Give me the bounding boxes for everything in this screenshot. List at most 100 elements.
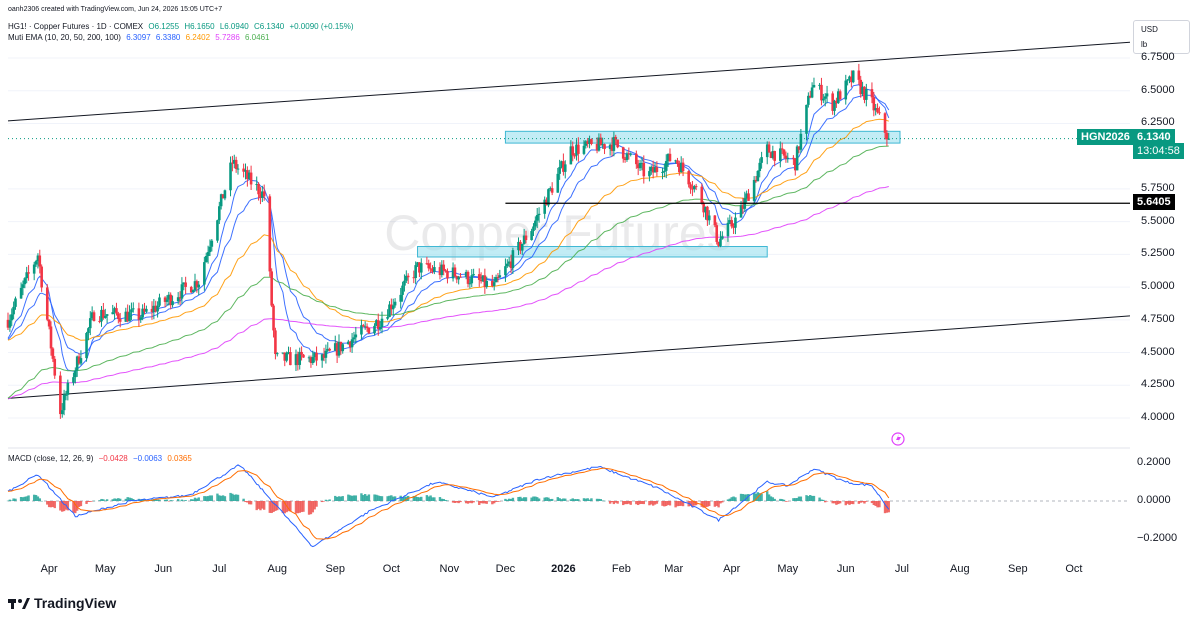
candle-body[interactable] [249, 172, 253, 185]
candle-body[interactable] [72, 377, 75, 383]
candle-body[interactable] [524, 235, 528, 241]
candle-body[interactable] [66, 382, 70, 395]
candle-body[interactable] [575, 144, 578, 156]
candle-body[interactable] [87, 328, 90, 334]
ema-200-line[interactable] [7, 186, 889, 400]
candle-body[interactable] [625, 153, 629, 160]
candle-body[interactable] [360, 325, 363, 335]
candle-body[interactable] [34, 261, 38, 265]
candle-body[interactable] [640, 162, 644, 164]
candle-body[interactable] [347, 341, 350, 345]
candle-body[interactable] [844, 80, 848, 100]
candle-body[interactable] [296, 354, 300, 365]
candle-body[interactable] [674, 160, 677, 162]
candle-body[interactable] [85, 333, 88, 359]
candle-body[interactable] [492, 282, 496, 286]
candle-body[interactable] [10, 314, 14, 321]
channel-upper-line[interactable] [7, 41, 1131, 122]
candle-body[interactable] [739, 205, 743, 218]
candle-body[interactable] [285, 352, 288, 361]
candle-body[interactable] [494, 277, 498, 283]
candle-body[interactable] [666, 153, 670, 162]
candle-body[interactable] [586, 141, 589, 144]
candle-body[interactable] [320, 354, 324, 361]
candle-body[interactable] [244, 170, 247, 172]
candle-body[interactable] [393, 301, 397, 306]
candle-body[interactable] [131, 308, 135, 310]
candle-body[interactable] [373, 325, 376, 334]
candle-body[interactable] [874, 107, 877, 111]
candle-body[interactable] [808, 95, 812, 98]
candle-body[interactable] [232, 159, 236, 164]
candle-body[interactable] [779, 148, 782, 161]
candle-body[interactable] [281, 352, 285, 354]
candle-body[interactable] [47, 319, 51, 327]
candle-body[interactable] [124, 311, 128, 322]
candle-body[interactable] [414, 265, 417, 278]
macd-legend[interactable]: MACD (close, 12, 26, 9) −0.0428 −0.0063 … [8, 454, 192, 463]
candle-body[interactable] [732, 226, 735, 228]
candle-body[interactable] [128, 312, 131, 322]
candle-body[interactable] [549, 188, 552, 190]
candle-body[interactable] [275, 353, 279, 355]
candle-body[interactable] [49, 326, 53, 349]
candle-body[interactable] [691, 188, 694, 190]
price-zone[interactable] [504, 130, 901, 144]
candle-body[interactable] [229, 162, 232, 191]
candle-body[interactable] [352, 337, 356, 340]
candle-body[interactable] [636, 164, 640, 169]
candle-body[interactable] [32, 264, 36, 274]
candle-body[interactable] [752, 179, 756, 201]
candle-body[interactable] [77, 356, 81, 364]
candle-body[interactable] [692, 186, 696, 190]
candle-body[interactable] [40, 266, 43, 288]
candle-body[interactable] [163, 297, 167, 302]
candle-body[interactable] [315, 352, 318, 361]
candle-body[interactable] [354, 334, 358, 338]
signal-line[interactable] [7, 467, 890, 540]
candle-body[interactable] [642, 162, 646, 177]
candle-body[interactable] [836, 91, 840, 104]
candle-body[interactable] [152, 305, 156, 313]
candle-body[interactable] [204, 255, 208, 263]
candle-body[interactable] [793, 158, 797, 171]
candle-body[interactable] [103, 315, 107, 318]
price-zone[interactable] [417, 246, 768, 258]
candle-body[interactable] [522, 235, 526, 244]
candle-body[interactable] [584, 141, 588, 146]
candle-body[interactable] [870, 89, 874, 98]
candle-body[interactable] [678, 163, 681, 173]
candle-body[interactable] [863, 86, 866, 100]
candle-body[interactable] [53, 358, 57, 376]
candle-body[interactable] [704, 206, 707, 213]
candle-body[interactable] [182, 282, 186, 285]
candle-body[interactable] [365, 326, 369, 328]
candle-body[interactable] [534, 220, 537, 227]
candle-body[interactable] [416, 262, 419, 266]
candle-body[interactable] [362, 325, 365, 327]
candle-body[interactable] [139, 317, 143, 320]
candle-body[interactable] [655, 167, 659, 172]
candle-body[interactable] [429, 268, 432, 270]
candle-body[interactable] [872, 97, 876, 111]
candle-body[interactable] [259, 194, 262, 198]
candle-body[interactable] [405, 275, 408, 281]
candle-body[interactable] [608, 144, 612, 150]
candle-body[interactable] [453, 267, 457, 277]
candle-body[interactable] [771, 151, 775, 158]
candle-body[interactable] [590, 139, 593, 144]
candle-body[interactable] [702, 203, 705, 213]
candle-body[interactable] [818, 84, 821, 86]
candle-body[interactable] [219, 194, 223, 207]
candle-body[interactable] [221, 194, 225, 199]
candle-body[interactable] [341, 344, 345, 352]
candle-body[interactable] [216, 220, 219, 241]
candle-body[interactable] [348, 341, 352, 348]
candle-body[interactable] [556, 173, 560, 193]
candle-body[interactable] [79, 358, 83, 364]
candle-body[interactable] [784, 155, 788, 159]
candle-body[interactable] [178, 297, 182, 299]
candle-body[interactable] [700, 186, 704, 204]
candle-body[interactable] [59, 375, 62, 415]
